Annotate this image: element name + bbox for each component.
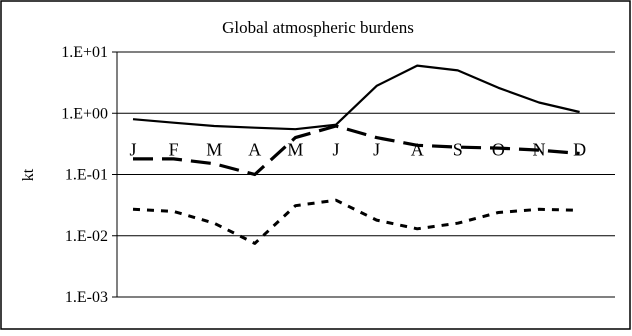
y-axis-label: kt: [20, 168, 37, 181]
x-category-label: D: [573, 140, 586, 160]
x-category-label: M: [287, 140, 303, 160]
y-tick-label: 1.E+00: [61, 105, 108, 122]
series-line-3: [132, 198, 580, 245]
x-category-label: J: [129, 140, 136, 160]
x-category-label: N: [533, 140, 546, 160]
series-line-2: [133, 124, 580, 177]
chart-title: Global atmospheric burdens: [222, 18, 414, 37]
y-tick-labels: 1.E+01 1.E+00 1.E-01 1.E-02 1.E-03: [61, 44, 108, 306]
y-tick-label: 1.E-03: [65, 289, 108, 306]
y-tick-label: 1.E-02: [65, 228, 108, 245]
x-category-label: A: [411, 140, 424, 160]
x-category-label: F: [169, 140, 179, 160]
x-category-label: J: [332, 140, 339, 160]
series-lines: [132, 64, 580, 245]
y-tick-label: 1.E+01: [61, 44, 108, 61]
x-category-label: A: [248, 140, 261, 160]
x-category-label: S: [453, 140, 463, 160]
y-tick-label: 1.E-01: [65, 167, 108, 184]
series-line-1: [132, 64, 580, 131]
grid-lines: [112, 51, 615, 298]
x-category-label: M: [206, 140, 222, 160]
x-category-label: J: [373, 140, 380, 160]
